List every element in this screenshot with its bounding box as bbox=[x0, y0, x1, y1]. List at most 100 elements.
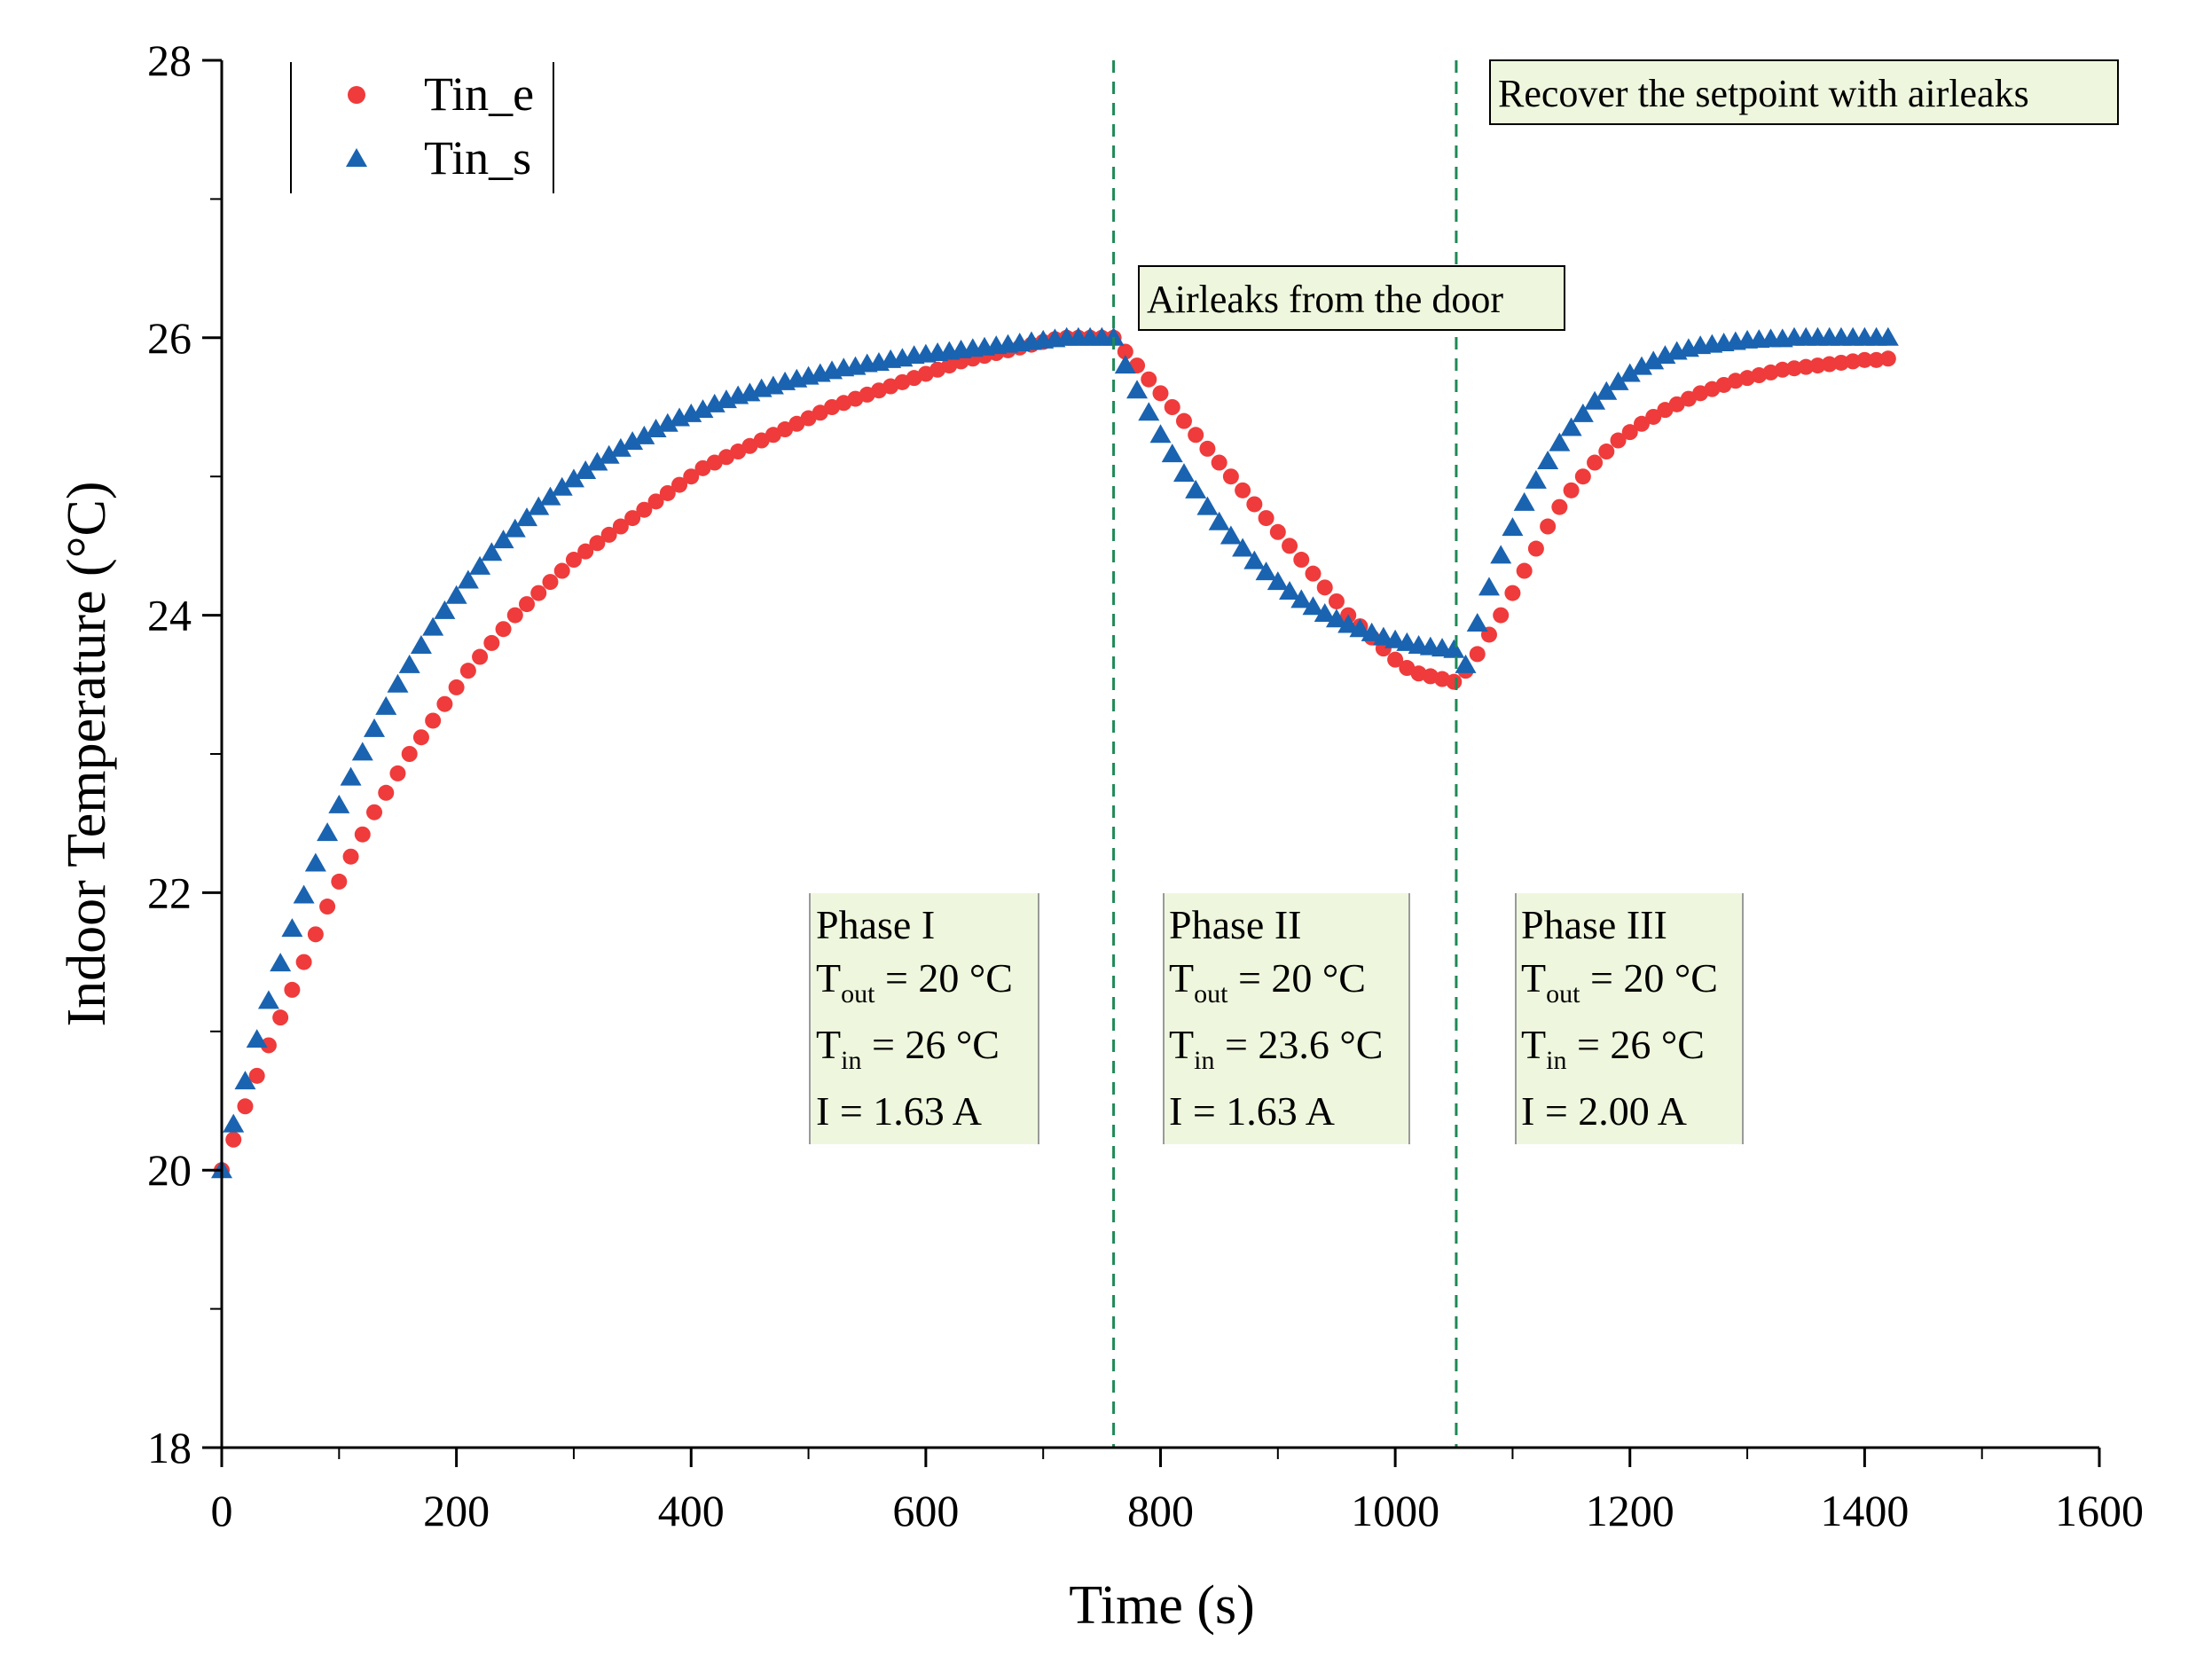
data-point-tin-e bbox=[319, 899, 336, 915]
data-point-tin-e bbox=[1798, 358, 1815, 375]
data-point-tin-s bbox=[1302, 596, 1324, 616]
data-point-tin-s bbox=[622, 431, 644, 451]
data-point-tin-e bbox=[1152, 385, 1169, 402]
phase-2-tin-sub: in bbox=[1194, 1046, 1214, 1075]
y-axis-title: Indoor Temperature (°C) bbox=[57, 482, 117, 1027]
data-point-tin-e bbox=[401, 746, 418, 762]
phase-3-tin: Tin = 26 °C bbox=[1521, 1022, 1705, 1075]
data-point-tin-e bbox=[612, 518, 629, 535]
annotation-recover-box bbox=[1489, 59, 2119, 125]
x-axis-title: Time (s) bbox=[1069, 1575, 1255, 1636]
data-point-tin-e bbox=[1316, 579, 1333, 596]
data-point-tin-e bbox=[1504, 585, 1521, 601]
data-point-tin-s bbox=[410, 635, 432, 655]
phase-3-title: Phase III bbox=[1521, 902, 1667, 947]
data-point-tin-s bbox=[562, 468, 584, 488]
x-tick-label: 1000 bbox=[1351, 1486, 1439, 1535]
data-point-tin-e bbox=[436, 695, 453, 712]
data-point-tin-s bbox=[586, 451, 608, 471]
data-point-tin-s bbox=[1196, 496, 1219, 515]
y-tick-label: 22 bbox=[147, 867, 192, 917]
data-point-tin-e bbox=[1141, 371, 1157, 388]
y-tick-label: 28 bbox=[147, 35, 192, 85]
data-point-tin-e bbox=[1879, 350, 1896, 367]
data-point-tin-s bbox=[281, 918, 303, 938]
data-point-tin-e bbox=[342, 848, 359, 865]
data-point-tin-e bbox=[1164, 399, 1180, 415]
phase-3-current: I = 2.00 A bbox=[1521, 1088, 1687, 1134]
phase-1-tin-sub: in bbox=[841, 1046, 861, 1075]
data-point-tin-e bbox=[260, 1037, 277, 1054]
data-point-tin-e bbox=[1246, 496, 1263, 513]
phase-3-tin-label: T bbox=[1521, 1022, 1546, 1067]
data-point-tin-e bbox=[1269, 523, 1286, 540]
data-point-tin-s bbox=[1138, 402, 1160, 421]
data-point-tin-e bbox=[1868, 351, 1885, 368]
annotation-recover: Recover the setpoint with airleaks bbox=[1489, 59, 2119, 125]
data-point-tin-s bbox=[434, 600, 456, 619]
data-point-tin-s bbox=[351, 742, 373, 761]
data-point-tin-s bbox=[1114, 355, 1136, 374]
data-point-tin-e bbox=[1188, 427, 1204, 444]
data-point-tin-e bbox=[1821, 356, 1838, 373]
data-point-tin-s bbox=[1102, 326, 1125, 346]
phase-3-current-label: I bbox=[1521, 1088, 1534, 1134]
data-point-tin-e bbox=[1633, 415, 1650, 432]
data-point-tin-e bbox=[1387, 651, 1404, 668]
data-point-tin-s bbox=[1455, 654, 1477, 673]
data-point-tin-s bbox=[1619, 363, 1641, 382]
data-point-tin-e bbox=[1222, 468, 1239, 485]
data-point-tin-s bbox=[1630, 356, 1652, 375]
data-point-tin-s bbox=[1185, 479, 1207, 499]
data-point-tin-s bbox=[1314, 603, 1336, 623]
data-point-tin-e bbox=[1832, 354, 1849, 371]
data-point-tin-s bbox=[387, 673, 409, 693]
data-point-tin-s bbox=[1525, 469, 1547, 489]
data-point-tin-s bbox=[1537, 450, 1559, 469]
phase-2-title: Phase II bbox=[1169, 902, 1301, 947]
data-point-tin-s bbox=[1149, 424, 1172, 444]
phase-2-tin-value: = 23.6 °C bbox=[1214, 1022, 1383, 1067]
phase-2-current: I = 1.63 A bbox=[1169, 1088, 1335, 1134]
data-point-tin-e bbox=[448, 679, 465, 695]
annotation-airleaks: Airleaks from the door bbox=[1138, 265, 1565, 331]
data-point-tin-s bbox=[1290, 589, 1313, 608]
data-point-tin-s bbox=[1643, 350, 1665, 370]
phase-1-current: I = 1.63 A bbox=[816, 1088, 982, 1134]
data-point-tin-s bbox=[645, 419, 667, 438]
data-point-tin-s bbox=[1255, 561, 1277, 581]
data-point-tin-s bbox=[1396, 632, 1418, 651]
phase-2-tout-label: T bbox=[1169, 955, 1194, 1001]
data-point-tin-e bbox=[1235, 482, 1251, 499]
data-point-tin-s bbox=[633, 425, 655, 444]
data-point-tin-s bbox=[304, 852, 326, 872]
data-point-tin-e bbox=[295, 954, 312, 970]
data-point-tin-s bbox=[1173, 463, 1195, 483]
phase-1-tout-sub: out bbox=[841, 979, 875, 1009]
data-point-tin-s bbox=[445, 585, 467, 604]
legend-label-tin-e: Tin_e bbox=[424, 67, 534, 121]
legend-marker-tin-e bbox=[348, 86, 365, 104]
data-point-tin-s bbox=[598, 444, 620, 464]
data-point-tin-e bbox=[1587, 454, 1604, 471]
data-point-tin-s bbox=[317, 822, 339, 842]
data-point-tin-e bbox=[519, 596, 536, 613]
data-point-tin-e bbox=[624, 510, 641, 527]
data-point-tin-e bbox=[472, 648, 489, 665]
phase-2-current-label: I bbox=[1169, 1088, 1182, 1134]
data-point-tin-e bbox=[1527, 540, 1544, 557]
phase-1-tout-value: = 20 °C bbox=[874, 955, 1013, 1001]
axis-ticks: 0 200 400 600 800 1000 1200 1400 1600 18 20 22 24 26 2… bbox=[147, 35, 2144, 1535]
data-point-tin-e bbox=[671, 476, 688, 493]
data-point-tin-s bbox=[1161, 444, 1183, 463]
data-point-tin-e bbox=[1493, 607, 1510, 624]
data-point-tin-s bbox=[1549, 432, 1571, 451]
data-point-tin-s bbox=[364, 718, 386, 737]
data-point-tin-s bbox=[1279, 581, 1301, 601]
data-point-tin-e bbox=[1540, 518, 1557, 535]
data-point-tin-e bbox=[647, 493, 664, 510]
data-point-tin-e bbox=[553, 562, 570, 579]
data-point-tin-s bbox=[234, 1071, 256, 1090]
data-point-tin-e bbox=[506, 607, 523, 624]
data-point-tin-e bbox=[1645, 408, 1662, 425]
